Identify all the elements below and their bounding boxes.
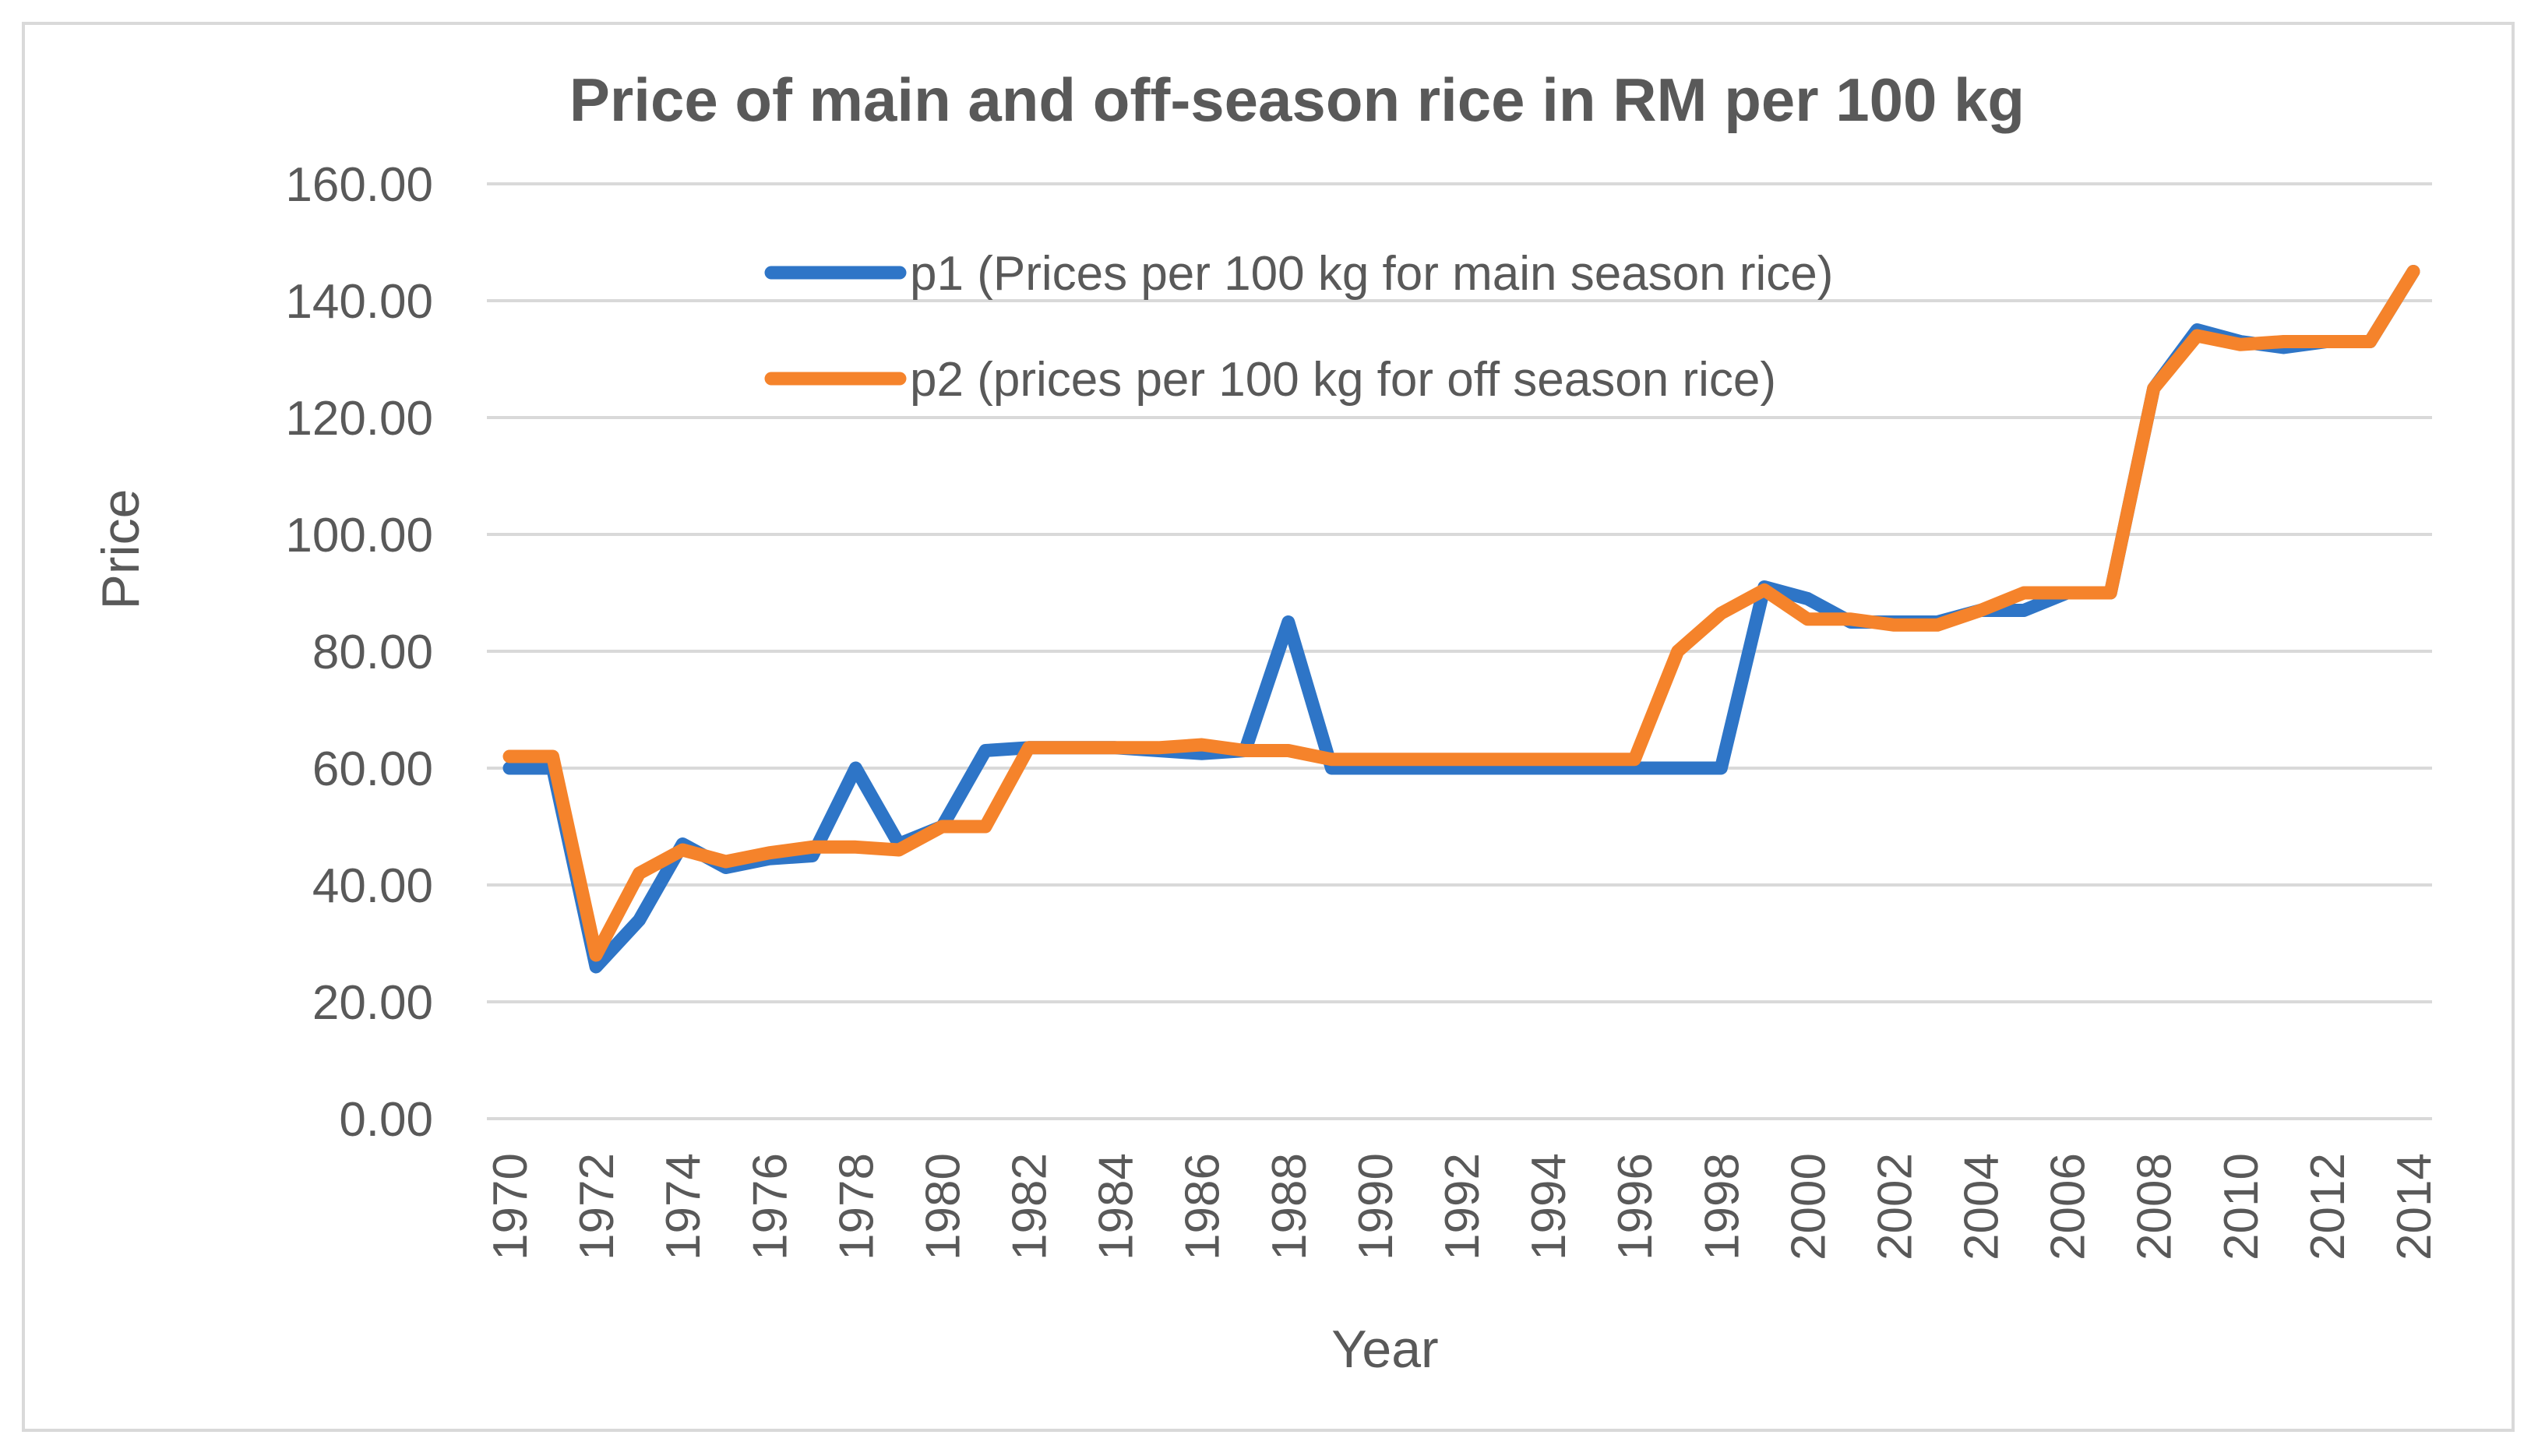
x-tick-label: 1992 — [1436, 1153, 1489, 1260]
x-tick-label: 1982 — [1003, 1153, 1057, 1260]
y-tick-label: 140.00 — [285, 275, 433, 329]
y-tick-label: 60.00 — [312, 742, 433, 796]
y-axis-ticks: 0.00 20.00 40.00 60.00 80.00 100.00 120.00 140.… — [285, 158, 433, 1147]
y-tick-label: 120.00 — [285, 392, 433, 446]
x-axis-label: Year — [1331, 1320, 1438, 1379]
grid-lines — [487, 182, 2432, 1120]
x-tick-label: 2010 — [2215, 1153, 2268, 1260]
y-tick-label: 100.00 — [285, 509, 433, 562]
y-tick-label: 0.00 — [339, 1093, 433, 1147]
x-tick-label: 1970 — [484, 1153, 538, 1260]
y-tick-label: 160.00 — [285, 158, 433, 212]
x-tick-label: 2014 — [2388, 1153, 2441, 1260]
y-tick-label: 20.00 — [312, 976, 433, 1030]
x-tick-label: 1972 — [570, 1153, 624, 1260]
x-tick-label: 2006 — [2042, 1153, 2096, 1260]
x-tick-label: 2008 — [2128, 1153, 2182, 1260]
x-tick-label: 2000 — [1782, 1153, 1835, 1260]
x-tick-label: 1984 — [1090, 1153, 1144, 1260]
series-line-p2 — [502, 265, 2420, 962]
x-tick-label: 1994 — [1522, 1153, 1576, 1260]
chart-frame — [22, 22, 2515, 1432]
x-tick-label: 1976 — [743, 1153, 797, 1260]
x-tick-label: 1986 — [1176, 1153, 1230, 1260]
legend-label: p1 (Prices per 100 kg for main season ri… — [910, 247, 1833, 301]
x-tick-label: 1988 — [1263, 1153, 1317, 1260]
x-tick-label: 1980 — [916, 1153, 970, 1260]
chart-title: Price of main and off-season rice in RM … — [569, 65, 2025, 134]
x-tick-label: 2002 — [1868, 1153, 1922, 1260]
series-lines — [502, 265, 2420, 974]
x-tick-label: 1978 — [830, 1153, 883, 1260]
x-tick-label: 1990 — [1349, 1153, 1403, 1260]
x-tick-label: 1974 — [657, 1153, 710, 1260]
x-axis-ticks: 1970 1972 1974 1976 1978 1980 1982 1984 1986 1988… — [484, 1153, 2441, 1260]
x-tick-label: 2012 — [2301, 1153, 2355, 1260]
x-tick-label: 2004 — [1955, 1153, 2009, 1260]
x-tick-label: 1996 — [1609, 1153, 1662, 1260]
x-tick-label: 1998 — [1695, 1153, 1749, 1260]
y-tick-label: 80.00 — [312, 626, 433, 679]
y-axis-label: Price — [91, 489, 150, 610]
legend: p1 (Prices per 100 kg for main season ri… — [764, 247, 1833, 407]
legend-label: p2 (prices per 100 kg for off season ric… — [910, 353, 1776, 407]
y-tick-label: 40.00 — [312, 859, 433, 913]
